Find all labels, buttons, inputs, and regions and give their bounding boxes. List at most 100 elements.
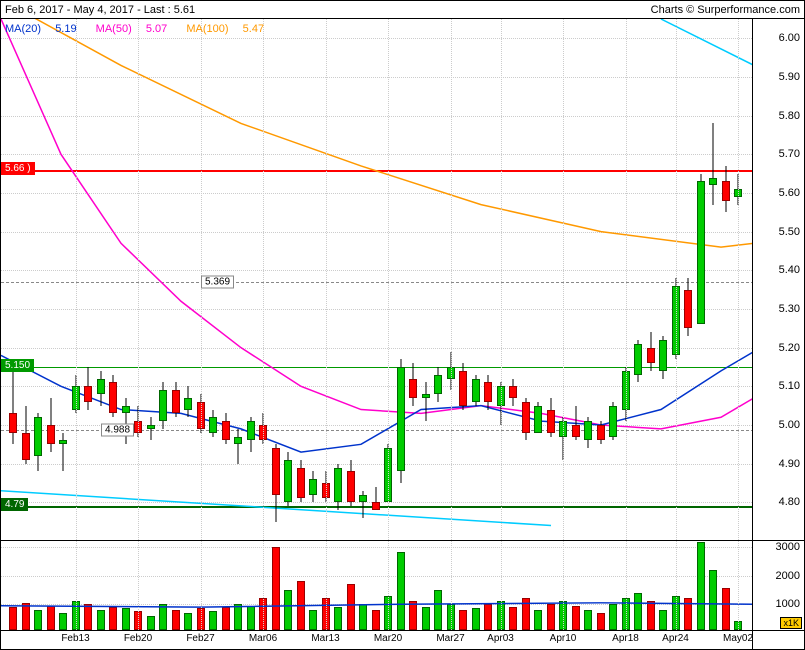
volume-bar	[97, 610, 105, 630]
volume-bar	[609, 604, 617, 630]
volume-bar	[159, 604, 167, 630]
price-tick: 5.90	[779, 71, 800, 83]
chart-credit: Charts © Surperformance.com	[651, 4, 800, 16]
candle	[59, 19, 67, 541]
candle	[309, 19, 317, 541]
price-tick: 5.60	[779, 187, 800, 199]
volume-bar	[459, 610, 467, 630]
volume-bar	[472, 608, 480, 630]
candle	[609, 19, 617, 541]
candle	[597, 19, 605, 541]
price-tick: 6.00	[779, 32, 800, 44]
volume-bar	[534, 610, 542, 630]
volume-bar	[509, 607, 517, 630]
price-tick: 5.00	[779, 419, 800, 431]
x-axis: Feb13Feb20Feb27Mar06Mar13Mar20Mar27Apr03…	[1, 631, 804, 649]
volume-bar	[222, 607, 230, 630]
price-tick: 5.20	[779, 342, 800, 354]
volume-bar	[572, 606, 580, 630]
x1k-badge: x1K	[780, 617, 802, 629]
volume-bar	[722, 588, 730, 630]
price-tick: 5.50	[779, 226, 800, 238]
volume-bar	[309, 610, 317, 630]
candle	[659, 19, 667, 541]
price-tick: 5.40	[779, 264, 800, 276]
volume-bar	[659, 610, 667, 630]
candle	[584, 19, 592, 541]
candle	[159, 19, 167, 541]
date-range: Feb 6, 2017 - May 4, 2017 - Last : 5.61	[5, 4, 195, 16]
candle	[422, 19, 430, 541]
volume-bar	[434, 590, 442, 630]
volume-bar	[234, 604, 242, 630]
x-tick: May02	[723, 633, 753, 644]
level-flag: 4.79	[1, 498, 28, 511]
candle	[9, 19, 17, 541]
candle	[184, 19, 192, 541]
candle	[147, 19, 155, 541]
x-tick: Mar13	[311, 633, 339, 644]
price-tick: 5.30	[779, 303, 800, 315]
volume-bar	[484, 604, 492, 630]
vol-tick: 2000	[776, 570, 800, 582]
volume-bar	[9, 607, 17, 630]
volume-bar	[334, 607, 342, 630]
volume-bar	[547, 604, 555, 630]
volume-bar	[597, 613, 605, 630]
volume-bar	[272, 547, 280, 630]
candle	[572, 19, 580, 541]
candle	[172, 19, 180, 541]
volume-bar	[647, 601, 655, 630]
volume-bar	[634, 593, 642, 630]
volume-bar	[409, 601, 417, 630]
candle	[84, 19, 92, 541]
candle	[547, 19, 555, 541]
candle	[109, 19, 117, 541]
x-tick: Mar06	[249, 633, 277, 644]
candle	[234, 19, 242, 541]
x-tick: Mar20	[374, 633, 402, 644]
candle	[647, 19, 655, 541]
price-chart[interactable]: 5.66 )5.3695.1504.9884.79 4.804.905.005.…	[1, 19, 804, 541]
candle	[409, 19, 417, 541]
volume-bar	[59, 613, 67, 630]
volume-bar	[147, 616, 155, 630]
volume-bar	[247, 606, 255, 630]
level-box: 4.988	[101, 423, 134, 436]
candle	[522, 19, 530, 541]
volume-bar	[172, 610, 180, 630]
volume-bar	[709, 570, 717, 630]
price-tick: 4.80	[779, 496, 800, 508]
volume-bar	[47, 606, 55, 630]
candle	[509, 19, 517, 541]
volume-chart[interactable]: x1K 100020003000	[1, 541, 804, 631]
volume-bar	[84, 604, 92, 630]
candle	[722, 19, 730, 541]
price-tick: 5.70	[779, 148, 800, 160]
vol-tick: 3000	[776, 541, 800, 553]
candle	[47, 19, 55, 541]
volume-yaxis: x1K 100020003000	[752, 541, 804, 630]
ma-legend: MA(20) 5.19 MA(50) 5.07 MA(100) 5.47	[5, 23, 280, 35]
candle	[634, 19, 642, 541]
volume-bar	[359, 604, 367, 630]
x-tick: Mar27	[436, 633, 464, 644]
x-tick: Apr03	[487, 633, 514, 644]
candle	[397, 19, 405, 541]
price-tick: 5.10	[779, 380, 800, 392]
candle	[122, 19, 130, 541]
volume-bar	[397, 552, 405, 630]
volume-bar	[684, 598, 692, 630]
candle	[434, 19, 442, 541]
candle	[709, 19, 717, 541]
volume-bar	[522, 598, 530, 630]
x-tick: Feb20	[124, 633, 152, 644]
price-tick: 4.90	[779, 458, 800, 470]
price-yaxis: 4.80 4.90 5.00 5.10 5.20 5.30 5.40 5.50 5.60 5.70…	[752, 19, 804, 540]
x-tick: Apr24	[662, 633, 689, 644]
volume-bar	[422, 607, 430, 630]
volume-bar	[22, 603, 30, 630]
candle	[534, 19, 542, 541]
volume-bar	[122, 608, 130, 630]
candle	[684, 19, 692, 541]
